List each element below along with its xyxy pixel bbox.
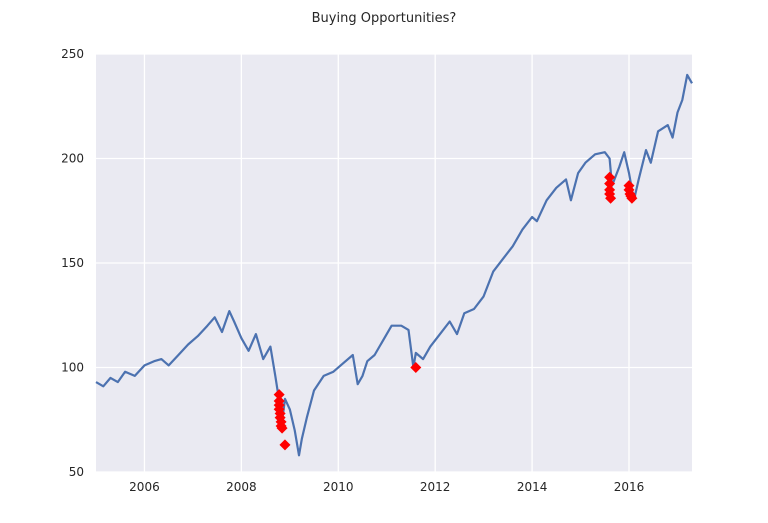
chart-title: Buying Opportunities? — [312, 11, 457, 26]
x-tick-label: 2008 — [226, 480, 257, 494]
buying-opportunity-marker — [605, 192, 617, 204]
buying-opportunity-marker — [410, 362, 422, 373]
x-tick-label: 2006 — [129, 480, 160, 494]
buying-opportunity-marker — [604, 178, 616, 190]
y-tick-label: 200 — [61, 152, 84, 166]
buying-opportunity-marker — [276, 422, 288, 434]
grid — [96, 53, 692, 473]
buying-opportunity-marker — [604, 171, 616, 183]
buying-opportunity-marker — [273, 389, 285, 401]
y-tick-label: 50 — [69, 465, 84, 479]
x-tick-label: 2012 — [420, 480, 451, 494]
x-tick-label: 2010 — [323, 480, 354, 494]
y-axis: 50 100 150 200 250 — [61, 47, 84, 479]
y-tick-label: 150 — [61, 256, 84, 270]
x-tick-label: 2016 — [614, 480, 645, 494]
x-axis: 2006 2008 2010 2012 2014 2016 — [129, 480, 644, 494]
y-tick-label: 100 — [61, 361, 84, 375]
buying-opportunity-markers — [273, 171, 638, 451]
buying-opportunity-marker — [626, 192, 638, 204]
y-tick-label: 250 — [61, 47, 84, 61]
buying-opportunity-marker — [279, 439, 291, 451]
x-tick-label: 2014 — [517, 480, 548, 494]
